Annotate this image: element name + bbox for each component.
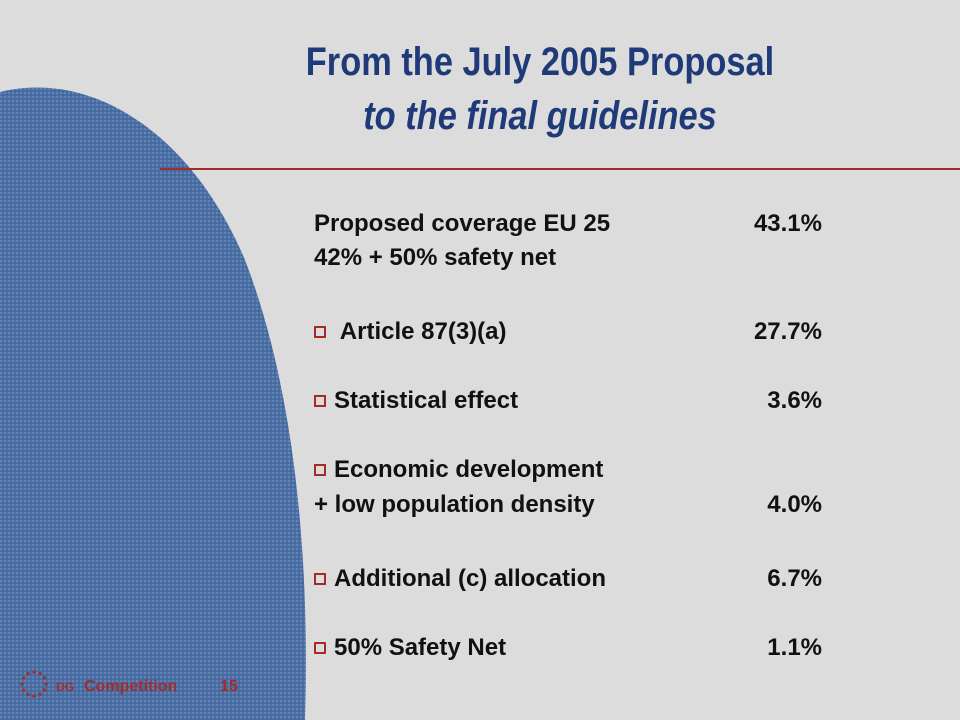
row-label: Proposed coverage EU 25 bbox=[314, 210, 611, 237]
dg-abbreviation: DG bbox=[56, 680, 74, 694]
star-mark bbox=[22, 688, 26, 692]
row-proposed-coverage: Proposed coverage EU 25 43.1% bbox=[314, 209, 834, 239]
square-bullet-icon bbox=[314, 464, 326, 476]
row-safety-net: 50% Safety Net 1.1% bbox=[314, 633, 834, 663]
star-mark bbox=[26, 672, 30, 676]
square-bullet-icon bbox=[314, 326, 326, 338]
row-low-population-density: + low population density 4.0% bbox=[314, 490, 834, 520]
row-value: 27.7% bbox=[753, 318, 822, 345]
square-bullet-icon bbox=[314, 395, 326, 407]
row-label: 42% + 50% safety net bbox=[314, 244, 557, 271]
star-mark bbox=[38, 672, 42, 676]
blue-dotted-shape bbox=[0, 87, 306, 720]
slide-title-line1: From the July 2005 Proposal bbox=[305, 40, 775, 84]
row-value: 6.7% bbox=[767, 565, 822, 592]
row-value: 4.0% bbox=[767, 491, 822, 518]
star-mark bbox=[26, 692, 30, 696]
row-value: 3.6% bbox=[767, 387, 822, 414]
title-divider bbox=[160, 168, 960, 170]
star-mark bbox=[32, 670, 36, 674]
square-bullet-icon bbox=[314, 642, 326, 654]
dg-name: Competition bbox=[84, 678, 178, 695]
row-label: Additional (c) allocation bbox=[334, 565, 607, 592]
row-article-87: Article 87(3)(a) 27.7% bbox=[314, 317, 834, 347]
star-mark bbox=[38, 692, 42, 696]
page-number: 15 bbox=[220, 678, 238, 695]
square-bullet-icon bbox=[314, 573, 326, 585]
star-mark bbox=[20, 682, 24, 686]
row-label: Economic development bbox=[334, 456, 604, 483]
star-mark bbox=[44, 682, 48, 686]
eu-stars-icon bbox=[20, 670, 48, 698]
row-additional-c-allocation: Additional (c) allocation 6.7% bbox=[314, 564, 834, 594]
star-mark bbox=[42, 676, 46, 680]
star-mark bbox=[22, 676, 26, 680]
star-mark bbox=[42, 688, 46, 692]
slide-title-line2: to the final guidelines bbox=[363, 94, 717, 138]
row-label: + low population density bbox=[314, 491, 595, 518]
row-value: 43.1% bbox=[753, 210, 822, 237]
row-statistical-effect: Statistical effect 3.6% bbox=[314, 386, 834, 416]
star-mark bbox=[32, 694, 36, 698]
row-label: Statistical effect bbox=[334, 387, 519, 414]
row-safety-net-note: 42% + 50% safety net bbox=[314, 243, 834, 273]
row-value: 1.1% bbox=[767, 634, 822, 661]
row-label: Article 87(3)(a) bbox=[334, 318, 507, 345]
row-label: 50% Safety Net bbox=[334, 634, 507, 661]
row-economic-development: Economic development bbox=[314, 455, 834, 485]
